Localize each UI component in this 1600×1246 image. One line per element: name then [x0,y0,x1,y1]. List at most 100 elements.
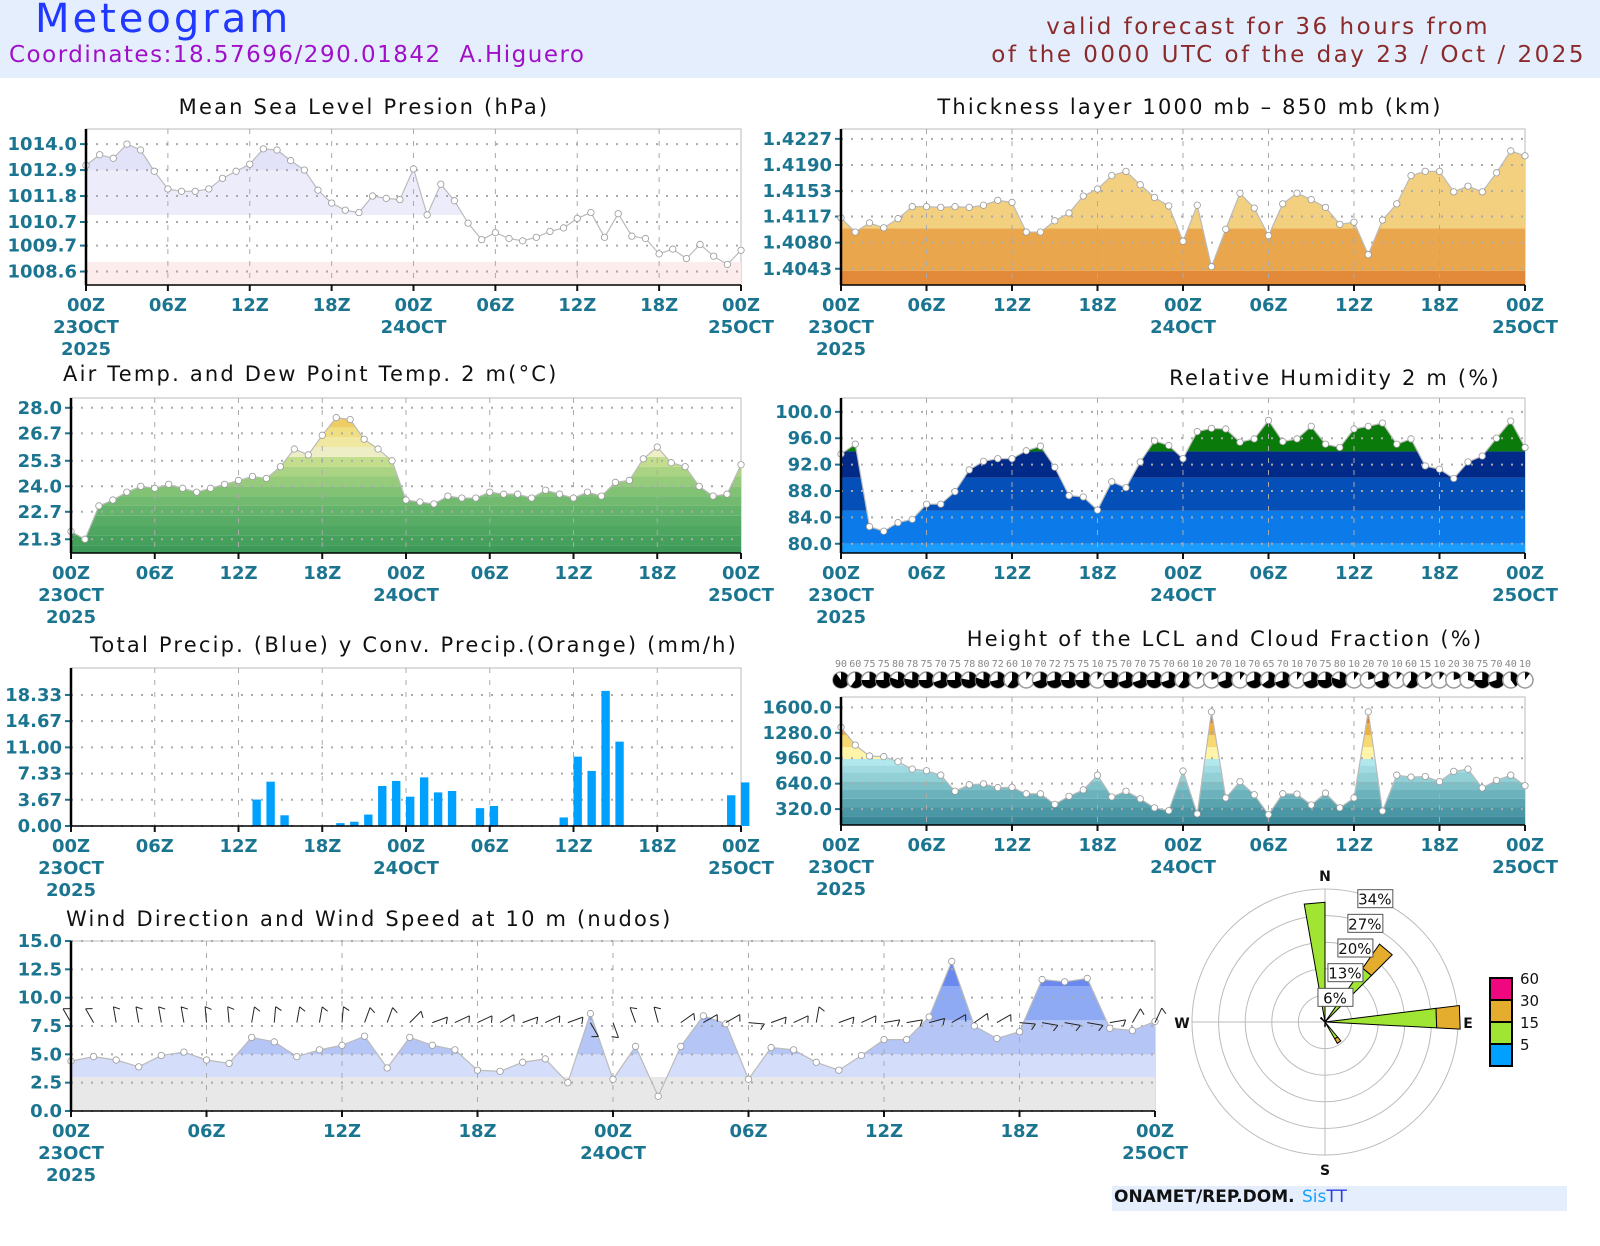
data-point [1322,790,1328,796]
data-point [1522,153,1528,159]
data-point [724,491,730,497]
cloud-fraction-value: 10 [1191,659,1203,670]
precip-bar [490,806,498,826]
y-tick-label: 5.0 [30,1044,62,1065]
data-point [1037,229,1043,235]
data-point [1237,439,1243,445]
y-tick-label: 7.33 [18,764,62,785]
y-tick-label: 11.00 [5,737,62,758]
cloud-fraction-value: 10 [1020,659,1032,670]
data-point [994,1035,1000,1041]
data-point [966,467,972,473]
data-point [1137,459,1143,465]
y-tick-label: 1600.0 [763,697,832,718]
rose-petal-segment [1326,1023,1338,1039]
y-tick-label: 320.0 [775,799,832,820]
data-point [1365,709,1371,715]
cloud-fraction-value: 75 [1476,659,1488,670]
data-point [361,1033,367,1039]
data-point [1208,709,1214,715]
data-point [678,1043,684,1049]
cloud-fraction-value: 75 [1148,659,1160,670]
x-tick-date: 24OCT [373,585,440,606]
x-tick-label: 18Z [638,563,676,584]
data-point [383,195,389,201]
data-point [938,204,944,210]
y-tick-label: 84.0 [788,507,832,528]
data-point [181,1049,187,1055]
precip-bar [615,742,623,826]
data-point [601,234,607,240]
x-tick-label: 00Z [722,836,760,857]
data-point [1166,807,1172,813]
x-tick-label: 18Z [1000,1121,1038,1142]
data-point [1237,778,1243,784]
cloud-fraction-value: 78 [963,659,975,670]
y-tick-label: 1.4117 [763,207,832,228]
x-tick-year: 2025 [46,607,96,628]
data-point [166,481,172,487]
data-point [1208,425,1214,431]
data-point [124,489,130,495]
data-point [1180,455,1186,461]
data-point [1436,168,1442,174]
data-point [277,463,283,469]
precip-bar [727,795,735,826]
data-point [1251,436,1257,442]
barb-feather [1162,1008,1166,1014]
data-point [96,152,102,158]
data-point [1280,791,1286,797]
data-point [207,485,213,491]
data-point [560,225,566,231]
cloud-fraction-value: 70 [1305,659,1317,670]
data-point [158,1052,164,1058]
speed-legend-swatch [1490,1044,1512,1066]
x-tick-label: 18Z [313,295,351,316]
data-point [1009,455,1015,461]
data-point [909,516,915,522]
precip-bar [378,786,386,826]
ring-label: 20% [1338,940,1371,958]
precip-bar [601,691,609,826]
data-point [1123,788,1129,794]
data-point [626,477,632,483]
data-point [514,491,520,497]
data-point [738,462,744,468]
chart-title: Thickness layer 1000 mb – 850 mb (km) [936,95,1442,119]
x-tick-date: 24OCT [373,858,440,879]
data-point [995,197,1001,203]
x-tick-label: 12Z [1335,835,1373,856]
data-point [895,215,901,221]
data-point [1308,196,1314,202]
data-point [1080,787,1086,793]
data-point [110,497,116,503]
data-point [361,436,367,442]
data-point [1166,442,1172,448]
y-tick-label: 96.0 [788,428,832,449]
y-tick-label: 1010.7 [8,212,77,233]
data-point [1308,423,1314,429]
data-point [375,446,381,452]
data-point [980,202,986,208]
x-tick-label: 00Z [722,295,760,316]
data-point [574,215,580,221]
y-tick-label: 2.5 [30,1073,62,1094]
ring-label: 6% [1323,989,1347,1007]
data-point [1493,435,1499,441]
cloud-fraction-value: 10 [1391,659,1403,670]
data-point [316,1047,322,1053]
data-point [836,1067,842,1073]
x-tick-date: 23OCT [38,858,105,879]
x-tick-label: 00Z [1164,295,1202,316]
data-point [790,1047,796,1053]
data-point [697,241,703,247]
data-point [632,1043,638,1049]
data-point [1109,172,1115,178]
data-point [473,495,479,501]
cloud-fraction-value: 72 [1049,659,1061,670]
data-point [683,255,689,261]
y-tick-label: 88.0 [788,481,832,502]
data-point [465,220,471,226]
precip-bar [560,817,568,826]
brand-tt: TT [1326,1187,1346,1207]
